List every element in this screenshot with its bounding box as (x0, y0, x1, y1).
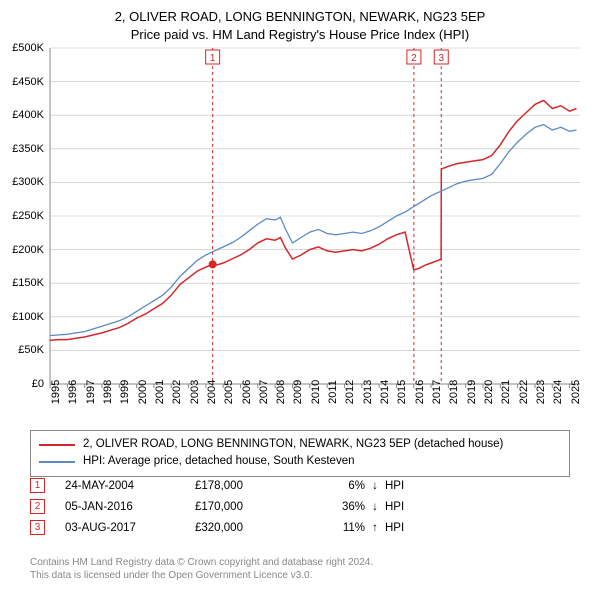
x-tick-label: 2003 (189, 380, 201, 404)
series-hpi (50, 125, 577, 336)
x-tick-label: 2006 (241, 380, 253, 404)
event-date: 03-AUG-2017 (65, 522, 195, 534)
x-tick-label: 2008 (275, 380, 287, 404)
title-line-1: 2, OLIVER ROAD, LONG BENNINGTON, NEWARK,… (0, 8, 600, 26)
event-hpi-label: HPI (385, 480, 404, 492)
x-tick-label: 2002 (171, 380, 183, 404)
event-pct: 6% (305, 480, 365, 492)
x-tick-label: 2025 (570, 380, 582, 404)
event-arrow-icon: ↓ (365, 480, 385, 492)
chart-svg: 1 2 3 (50, 48, 580, 384)
event-row: 1 24-MAY-2004£178,0006%↓HPI (30, 478, 570, 493)
event-date: 05-JAN-2016 (65, 501, 195, 513)
svg-text:1: 1 (210, 53, 216, 64)
event-row: 3 03-AUG-2017£320,00011%↑HPI (30, 520, 570, 535)
event-date: 24-MAY-2004 (65, 480, 195, 492)
y-tick-label: £250K (12, 210, 44, 222)
svg-text:2: 2 (411, 53, 417, 64)
x-tick-label: 2020 (483, 380, 495, 404)
footer-note: Contains HM Land Registry data © Crown c… (30, 556, 570, 582)
x-tick-label: 1996 (67, 380, 79, 404)
y-tick-label: £0 (32, 378, 44, 390)
x-tick-label: 1998 (102, 380, 114, 404)
x-tick-label: 1995 (50, 380, 62, 404)
x-tick-label: 2000 (137, 380, 149, 404)
x-axis-labels: 1995199619971998199920002001200220032004… (50, 388, 580, 428)
x-tick-label: 2005 (223, 380, 235, 404)
x-tick-label: 2013 (362, 380, 374, 404)
title-line-2: Price paid vs. HM Land Registry's House … (0, 26, 600, 44)
event-pct: 36% (305, 501, 365, 513)
y-tick-label: £50K (18, 344, 44, 356)
event-marker: 2 (30, 499, 45, 514)
event-marker: 1 (30, 478, 45, 493)
x-tick-label: 2022 (518, 380, 530, 404)
series-price_paid (50, 100, 577, 340)
event-pct: 11% (305, 522, 365, 534)
events-table: 124-MAY-2004£178,0006%↓HPI205-JAN-2016£1… (30, 478, 570, 541)
legend-swatch (39, 461, 75, 463)
y-axis-labels: £0£50K£100K£150K£200K£250K£300K£350K£400… (0, 48, 48, 384)
legend-label: HPI: Average price, detached house, Sout… (83, 453, 355, 470)
plot-area: 1 2 3 (50, 48, 580, 384)
y-tick-label: £200K (12, 244, 44, 256)
x-tick-label: 1997 (85, 380, 97, 404)
x-tick-label: 2012 (344, 380, 356, 404)
x-tick-label: 2011 (327, 380, 339, 404)
x-tick-label: 2018 (448, 380, 460, 404)
x-tick-label: 1999 (119, 380, 131, 404)
x-tick-label: 2001 (154, 380, 166, 404)
x-tick-label: 2015 (396, 380, 408, 404)
y-tick-label: £300K (12, 176, 44, 188)
x-tick-label: 2014 (379, 380, 391, 404)
event-row: 2 05-JAN-2016£170,00036%↓HPI (30, 499, 570, 514)
legend-row: 2, OLIVER ROAD, LONG BENNINGTON, NEWARK,… (39, 436, 561, 453)
event-price: £320,000 (195, 522, 305, 534)
event-price: £178,000 (195, 480, 305, 492)
title-block: 2, OLIVER ROAD, LONG BENNINGTON, NEWARK,… (0, 0, 600, 44)
x-tick-label: 2009 (292, 380, 304, 404)
x-tick-label: 2021 (500, 380, 512, 404)
event-marker: 3 (30, 520, 45, 535)
event-arrow-icon: ↑ (365, 522, 385, 534)
chart-container: 2, OLIVER ROAD, LONG BENNINGTON, NEWARK,… (0, 0, 600, 590)
svg-text:3: 3 (438, 53, 444, 64)
event-arrow-icon: ↓ (365, 501, 385, 513)
y-tick-label: £350K (12, 143, 44, 155)
legend-box: 2, OLIVER ROAD, LONG BENNINGTON, NEWARK,… (30, 430, 570, 477)
y-tick-label: £100K (12, 311, 44, 323)
x-tick-label: 2016 (414, 380, 426, 404)
event-price: £170,000 (195, 501, 305, 513)
x-tick-label: 2007 (258, 380, 270, 404)
x-tick-label: 2023 (535, 380, 547, 404)
x-tick-label: 2019 (466, 380, 478, 404)
x-tick-label: 2017 (431, 380, 443, 404)
legend-row: HPI: Average price, detached house, Sout… (39, 453, 561, 470)
y-tick-label: £450K (12, 76, 44, 88)
x-tick-label: 2010 (310, 380, 322, 404)
legend-swatch (39, 444, 75, 446)
event-hpi-label: HPI (385, 522, 404, 534)
footer-line-1: Contains HM Land Registry data © Crown c… (30, 556, 570, 569)
x-tick-label: 2004 (206, 380, 218, 404)
footer-line-2: This data is licensed under the Open Gov… (30, 569, 570, 582)
legend-label: 2, OLIVER ROAD, LONG BENNINGTON, NEWARK,… (83, 436, 503, 453)
y-tick-label: £500K (12, 42, 44, 54)
event-hpi-label: HPI (385, 501, 404, 513)
y-tick-label: £150K (12, 277, 44, 289)
x-tick-label: 2024 (552, 380, 564, 404)
y-tick-label: £400K (12, 109, 44, 121)
